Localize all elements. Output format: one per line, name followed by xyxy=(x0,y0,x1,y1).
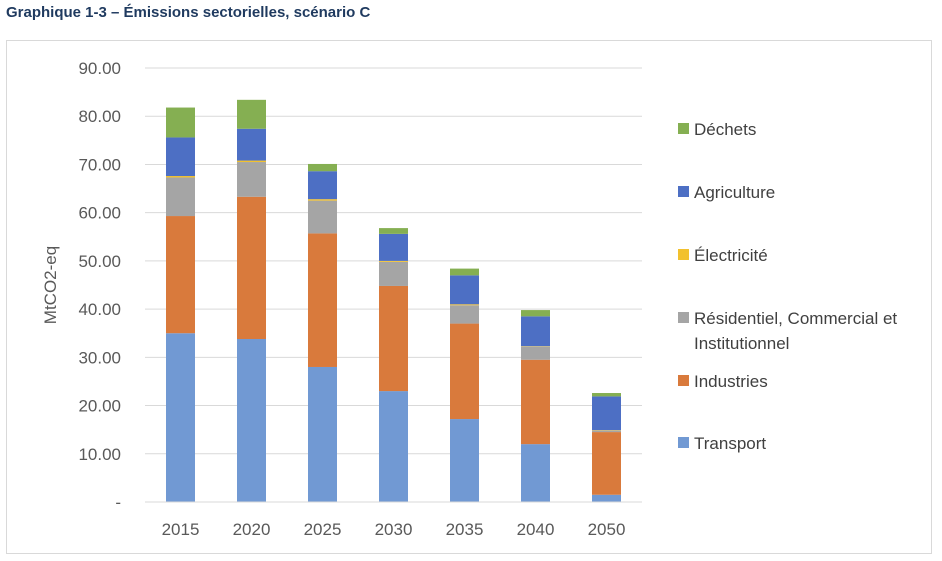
legend-swatch xyxy=(678,186,689,197)
bar-segment xyxy=(450,268,479,276)
x-tick-label: 2020 xyxy=(233,520,271,539)
legend-label: Électricité xyxy=(694,246,768,265)
legend-swatch xyxy=(678,123,689,134)
x-tick-label: 2025 xyxy=(304,520,342,539)
bar-segment xyxy=(592,393,621,397)
y-tick-label: - xyxy=(115,493,121,512)
bar-segment xyxy=(379,233,408,261)
legend-swatch xyxy=(678,312,689,323)
bar-segment xyxy=(450,305,479,324)
y-tick-label: 90.00 xyxy=(78,59,121,78)
x-axis-ticks: 2015 2020 2025 2030 2035 2040 2050 xyxy=(162,520,626,539)
legend-swatch xyxy=(678,375,689,386)
bar-segment xyxy=(308,233,337,367)
bar-segment xyxy=(521,310,550,317)
y-tick-label: 10.00 xyxy=(78,445,121,464)
bar-segment xyxy=(237,196,266,340)
legend-label: Agriculture xyxy=(694,183,775,202)
y-tick-label: 30.00 xyxy=(78,348,121,367)
bar-segment xyxy=(450,304,479,306)
bar-segment xyxy=(521,346,550,360)
y-tick-label: 20.00 xyxy=(78,397,121,416)
bar-segment xyxy=(308,171,337,200)
y-tick-label: 80.00 xyxy=(78,107,121,126)
legend-label: Institutionnel xyxy=(694,334,789,353)
bar-segment xyxy=(379,228,408,234)
x-tick-label: 2040 xyxy=(517,520,555,539)
bar-segment xyxy=(237,160,266,163)
y-tick-label: 50.00 xyxy=(78,252,121,271)
bar-segment xyxy=(379,285,408,392)
y-axis-label: MtCO2-eq xyxy=(41,246,60,324)
bar-segment xyxy=(521,359,550,445)
bar-segment xyxy=(308,163,337,172)
bar-segment xyxy=(379,261,408,286)
legend-label: Résidentiel, Commercial et xyxy=(694,309,897,328)
bar-segment xyxy=(166,216,195,334)
y-tick-label: 40.00 xyxy=(78,300,121,319)
bar-segment xyxy=(237,162,266,197)
bar-segment xyxy=(592,396,621,431)
bar-segment xyxy=(237,99,266,129)
legend-label: Industries xyxy=(694,372,768,391)
bar-segment xyxy=(308,366,337,502)
bar-segment xyxy=(166,176,195,178)
bar-segment xyxy=(450,275,479,305)
chart-title: Graphique 1-3 – Émissions sectorielles, … xyxy=(6,4,371,21)
y-tick-label: 60.00 xyxy=(78,204,121,223)
bar-segment xyxy=(166,177,195,217)
y-axis-ticks: - 10.00 20.00 30.00 40.00 50.00 60.00 70.00 80.0… xyxy=(78,59,121,512)
legend: Déchets Agriculture Électricité Résidentiel… xyxy=(678,120,897,453)
bar-segment xyxy=(237,339,266,502)
bar-segment xyxy=(521,444,550,502)
bar-segment xyxy=(592,432,621,495)
bar-segment xyxy=(237,128,266,161)
legend-swatch xyxy=(678,249,689,260)
bar-segment xyxy=(592,494,621,502)
bar-segment xyxy=(379,260,408,262)
bar-segment xyxy=(521,316,550,347)
bar-segment xyxy=(450,419,479,502)
bar-segment xyxy=(308,199,337,201)
x-tick-label: 2030 xyxy=(375,520,413,539)
bars xyxy=(166,99,621,502)
bar-segment xyxy=(379,391,408,502)
legend-swatch xyxy=(678,437,689,448)
legend-label: Transport xyxy=(694,434,766,453)
x-tick-label: 2015 xyxy=(162,520,200,539)
bar-segment xyxy=(166,137,195,177)
chart-frame xyxy=(6,40,932,554)
bar-segment xyxy=(166,333,195,502)
y-tick-label: 70.00 xyxy=(78,155,121,174)
bar-segment xyxy=(166,107,195,138)
bar-segment xyxy=(308,200,337,234)
bar-segment xyxy=(592,430,621,433)
bar-segment xyxy=(450,323,479,420)
x-tick-label: 2050 xyxy=(588,520,626,539)
legend-label: Déchets xyxy=(694,120,756,139)
x-tick-label: 2035 xyxy=(446,520,484,539)
